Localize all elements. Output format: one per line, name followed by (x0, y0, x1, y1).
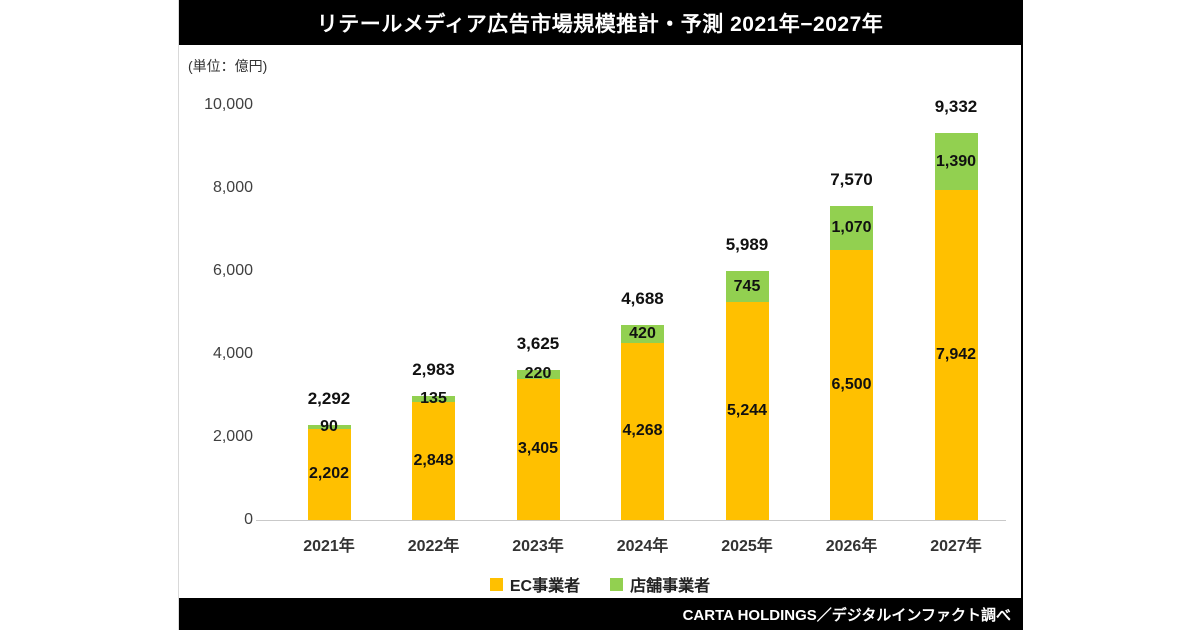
x-axis-label-2023年: 2023年 (512, 538, 564, 555)
x-axis-label-2022年: 2022年 (407, 538, 460, 555)
store-value-label-2024年: 420 (629, 325, 656, 343)
store-value-label-2022年: 135 (420, 390, 447, 407)
ec-value-label-2027年: 7,942 (935, 346, 977, 364)
chart-card: リテールメディア広告市場規模推計・予測 2021年−2027年 (単位：億円) … (178, 0, 1023, 630)
bar-segment-store-2025年 (725, 271, 769, 303)
ec-value-label-2021年: 2,202 (308, 465, 350, 483)
bar-segment-ec-2021年 (307, 428, 351, 520)
legend-item-EC事業者: EC事業者 (489, 572, 581, 596)
bar-segment-store-2024年 (621, 325, 664, 343)
legend-label: EC事業者 (509, 578, 581, 595)
legend: EC事業者 店舗事業者 (179, 572, 1021, 596)
bar-segment-store-2022年 (412, 396, 455, 402)
bar-segment-store-2021年 (307, 424, 351, 429)
x-axis-label-2025年: 2025年 (721, 538, 773, 555)
bar-segment-ec-2027年 (934, 190, 978, 520)
legend-swatch-icon (489, 577, 503, 591)
total-label-2025年: 5,989 (725, 235, 769, 255)
ec-value-label-2025年: 5,244 (726, 402, 768, 420)
y-axis-tick-label: 2,000 (212, 428, 253, 445)
ec-value-label-2026年: 6,500 (831, 376, 872, 394)
legend-label: 店舗事業者 (630, 578, 711, 595)
y-axis-tick-label: 4,000 (212, 345, 253, 362)
bar-chart-plot-area: 0 2,000 4,000 6,000 8,000 10,000 2,292 90 2,202 2… (179, 0, 1021, 630)
bar-segment-ec-2026年 (830, 250, 873, 520)
total-label-2024年: 4,688 (621, 289, 664, 309)
bar-segment-store-2026年 (830, 205, 873, 251)
x-axis-label-2024年: 2024年 (616, 538, 669, 555)
store-value-label-2023年: 220 (524, 365, 552, 383)
y-axis-tick-label: 6,000 (212, 262, 253, 279)
bar-segment-store-2027年 (934, 132, 978, 191)
chart-title-bar: リテールメディア広告市場規模推計・予測 2021年−2027年 (179, 0, 1021, 45)
ec-value-label-2024年: 4,268 (622, 422, 663, 440)
ec-value-label-2023年: 3,405 (517, 440, 559, 458)
unit-label: (単位：億円) (188, 58, 268, 74)
x-axis-label-2021年: 2021年 (303, 538, 355, 555)
y-axis-tick-label: 0 (244, 511, 253, 528)
bar-segment-ec-2024年 (621, 342, 664, 520)
store-value-label-2027年: 1,390 (935, 152, 977, 170)
y-axis-tick-label: 8,000 (212, 179, 253, 196)
x-axis-label-2026年: 2026年 (825, 538, 878, 555)
legend-item-店舗事業者: 店舗事業者 (610, 572, 710, 596)
store-value-label-2021年: 90 (320, 417, 338, 435)
bar-segment-ec-2025年 (725, 302, 769, 520)
total-label-2023年: 3,625 (516, 333, 560, 353)
store-value-label-2026年: 1,070 (831, 219, 872, 237)
store-value-label-2025年: 745 (733, 277, 761, 295)
total-label-2021年: 2,292 (307, 388, 351, 408)
chart-title: リテールメディア広告市場規模推計・予測 2021年−2027年 (316, 12, 884, 36)
source-bar: CARTA HOLDINGS／デジタルインファクト調べ (179, 598, 1021, 630)
total-label-2022年: 2,983 (412, 360, 455, 380)
bar-segment-ec-2023年 (516, 378, 560, 520)
bar-segment-store-2023年 (516, 369, 560, 379)
x-axis-label-2027年: 2027年 (930, 538, 982, 555)
bar-segment-ec-2022年 (412, 401, 455, 520)
ec-value-label-2022年: 2,848 (413, 451, 454, 469)
y-axis-tick-label: 10,000 (204, 96, 253, 113)
legend-swatch-icon (610, 577, 624, 591)
total-label-2026年: 7,570 (830, 169, 873, 189)
source-text: CARTA HOLDINGS／デジタルインファクト調べ (682, 606, 1011, 624)
x-axis-line (256, 520, 1006, 521)
total-label-2027年: 9,332 (934, 96, 978, 116)
